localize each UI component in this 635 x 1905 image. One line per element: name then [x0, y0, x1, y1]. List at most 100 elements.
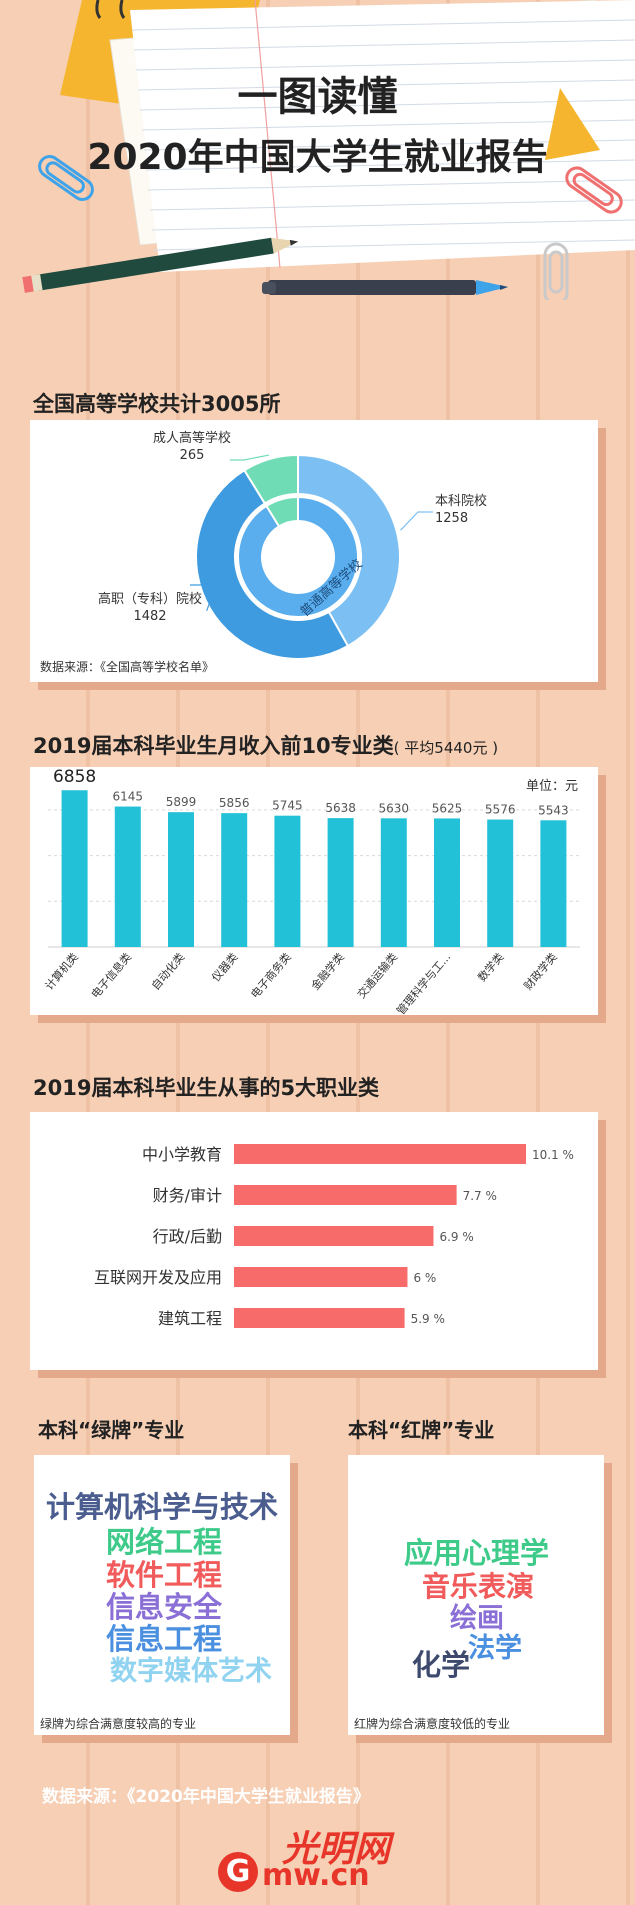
income-bar-category: 交通运输类	[354, 950, 400, 1001]
occupation-category: 行政/后勤	[153, 1227, 222, 1246]
logo-domain-text: mw.cn	[262, 1858, 370, 1893]
donut-inner-adult	[265, 495, 299, 528]
paperclip-icon	[38, 155, 94, 201]
red-item-1: 应用心理学	[404, 1536, 550, 1570]
donut-slice-vocational	[195, 468, 350, 660]
hbar-card: 中小学教育 10.1 % 财务/审计 7.7 % 行政/后勤 6.9 % 互联网开发及应用 6…	[30, 1112, 598, 1370]
occupation-bar-value: 10.1 %	[532, 1148, 574, 1162]
bar-card: 单位：元 6858 计算机类 6145 电子信息类 5899 自动化类 5856 仪器类 574…	[30, 767, 598, 1018]
occupation-category: 建筑工程	[158, 1309, 222, 1328]
lined-paper-shape	[130, 0, 635, 272]
occupation-bar	[234, 1144, 526, 1164]
section2-title-text: 2019届本科毕业生月收入前10专业类	[33, 734, 394, 758]
page-title-line2: 2020年中国大学生就业报告	[87, 137, 548, 178]
red-card: 应用心理学 音乐表演 绘画 法学 化学 红牌为综合满意度较低的专业	[348, 1455, 604, 1735]
header-decoration	[22, 0, 635, 300]
donut-inner-regular	[237, 495, 359, 618]
income-bar-category: 仪器类	[209, 950, 241, 984]
income-bar	[221, 813, 248, 947]
green-item-3: 软件工程	[106, 1558, 223, 1592]
occupation-bar-chart: 中小学教育 10.1 % 财务/审计 7.7 % 行政/后勤 6.9 % 互联网开发及应用 6…	[94, 1144, 574, 1328]
income-bar-value: 5576	[485, 803, 516, 817]
occupation-bar	[234, 1267, 408, 1287]
occupation-bar-value: 6 %	[413, 1271, 436, 1285]
green-note: 绿牌为综合满意度较高的专业	[40, 1717, 197, 1731]
paperclip-red-icon	[565, 166, 623, 214]
income-bar-value: 5856	[219, 796, 250, 810]
donut-slice-adult	[242, 453, 299, 505]
section2-subtitle: ( 平均5440元 )	[393, 739, 499, 757]
occupation-category: 互联网开发及应用	[94, 1268, 222, 1287]
binder-rings-icon	[95, 0, 126, 19]
income-bar-category: 管理科学与工...	[393, 950, 453, 1015]
income-bar	[61, 790, 88, 947]
income-bar-category: 财政学类	[521, 950, 560, 993]
income-bar-category: 电子商务类	[248, 950, 294, 1001]
income-bar	[114, 806, 141, 947]
occupation-bar-value: 5.9 %	[411, 1312, 445, 1326]
income-bar	[434, 818, 460, 947]
donut-value: 1482	[133, 609, 166, 624]
footer-logo: G 光明网 mw.cn	[218, 1826, 428, 1896]
green-item-1: 计算机科学与技术	[46, 1490, 279, 1524]
donut-leader-line	[400, 511, 433, 531]
red-item-2: 音乐表演	[422, 1570, 535, 1603]
income-bar-value: 5899	[166, 795, 197, 809]
footer-source: 数据来源：《2020年中国大学生就业报告》	[42, 1787, 370, 1807]
red-item-3: 绘画	[450, 1603, 504, 1634]
income-bar-chart: 6858 计算机类 6145 电子信息类 5899 自动化类 5856 仪器类 5745 电子商务…	[42, 767, 580, 1018]
yellow-corner-shape	[545, 88, 600, 160]
income-bar-value: 6858	[53, 767, 96, 787]
donut-value: 1258	[435, 511, 468, 526]
donut-label: 成人高等学校	[153, 430, 231, 446]
section1-source: 数据来源：《全国高等学校名单》	[40, 660, 215, 674]
donut-leader-line	[190, 584, 217, 612]
occupation-category: 中小学教育	[142, 1145, 222, 1164]
income-bar-category: 计算机类	[42, 950, 81, 993]
green-item-6: 数字媒体艺术	[110, 1656, 272, 1687]
income-bar	[274, 815, 301, 947]
donut-label: 本科院校	[435, 493, 487, 509]
occupation-bar	[234, 1185, 457, 1205]
donut-leader-line	[230, 454, 270, 461]
green-item-2: 网络工程	[106, 1525, 223, 1559]
red-item-4: 法学	[468, 1633, 522, 1664]
income-bar	[487, 819, 514, 947]
section2-title: 2019届本科毕业生月收入前10专业类( 平均5440元 )	[33, 730, 498, 760]
pencil-icon	[22, 237, 299, 293]
logo-brand-text: 光明网	[282, 1829, 391, 1870]
income-bar	[168, 812, 194, 947]
page-title-line1: 一图读懂	[237, 74, 398, 120]
income-bar	[380, 818, 407, 947]
bar-unit-label: 单位：元	[525, 779, 578, 794]
section3-title: 2019届本科毕业生从事的5大职业类	[33, 1076, 380, 1100]
green-item-4: 信息安全	[106, 1590, 223, 1624]
donut-slice-undergrad	[297, 453, 401, 648]
income-bar-value: 6145	[113, 790, 144, 804]
donut-card: 普通高等学校 本科院校 1258 高职（专科）院校 1482 成人高等学校 265 数据来源…	[30, 420, 598, 682]
income-bar-value: 5638	[325, 801, 356, 815]
income-bar-value: 5625	[432, 801, 463, 815]
logo-g-icon: G	[218, 1852, 258, 1892]
green-card: 计算机科学与技术 网络工程 软件工程 信息安全 信息工程 数字媒体艺术 绿牌为综…	[34, 1455, 290, 1735]
donut-value: 265	[180, 448, 205, 463]
paperclip-gray-icon	[543, 242, 569, 300]
income-bar-category: 金融学类	[308, 950, 347, 993]
red-item-5: 化学	[412, 1648, 471, 1682]
income-bar-value: 5745	[272, 799, 303, 813]
occupation-bar	[234, 1308, 405, 1328]
income-bar	[327, 818, 354, 947]
income-bar	[540, 820, 567, 947]
green-title: 本科“绿牌”专业	[38, 1418, 185, 1442]
income-bar-category: 电子信息类	[88, 950, 134, 1001]
income-bar-value: 5630	[379, 801, 410, 815]
income-bar-category: 数学类	[475, 950, 507, 984]
green-item-5: 信息工程	[106, 1622, 223, 1656]
income-bar-category: 自动化类	[148, 950, 187, 993]
income-bar-value: 5543	[538, 803, 569, 817]
pen-icon	[262, 280, 508, 295]
occupation-bar	[234, 1226, 434, 1246]
donut-hole	[267, 526, 329, 588]
